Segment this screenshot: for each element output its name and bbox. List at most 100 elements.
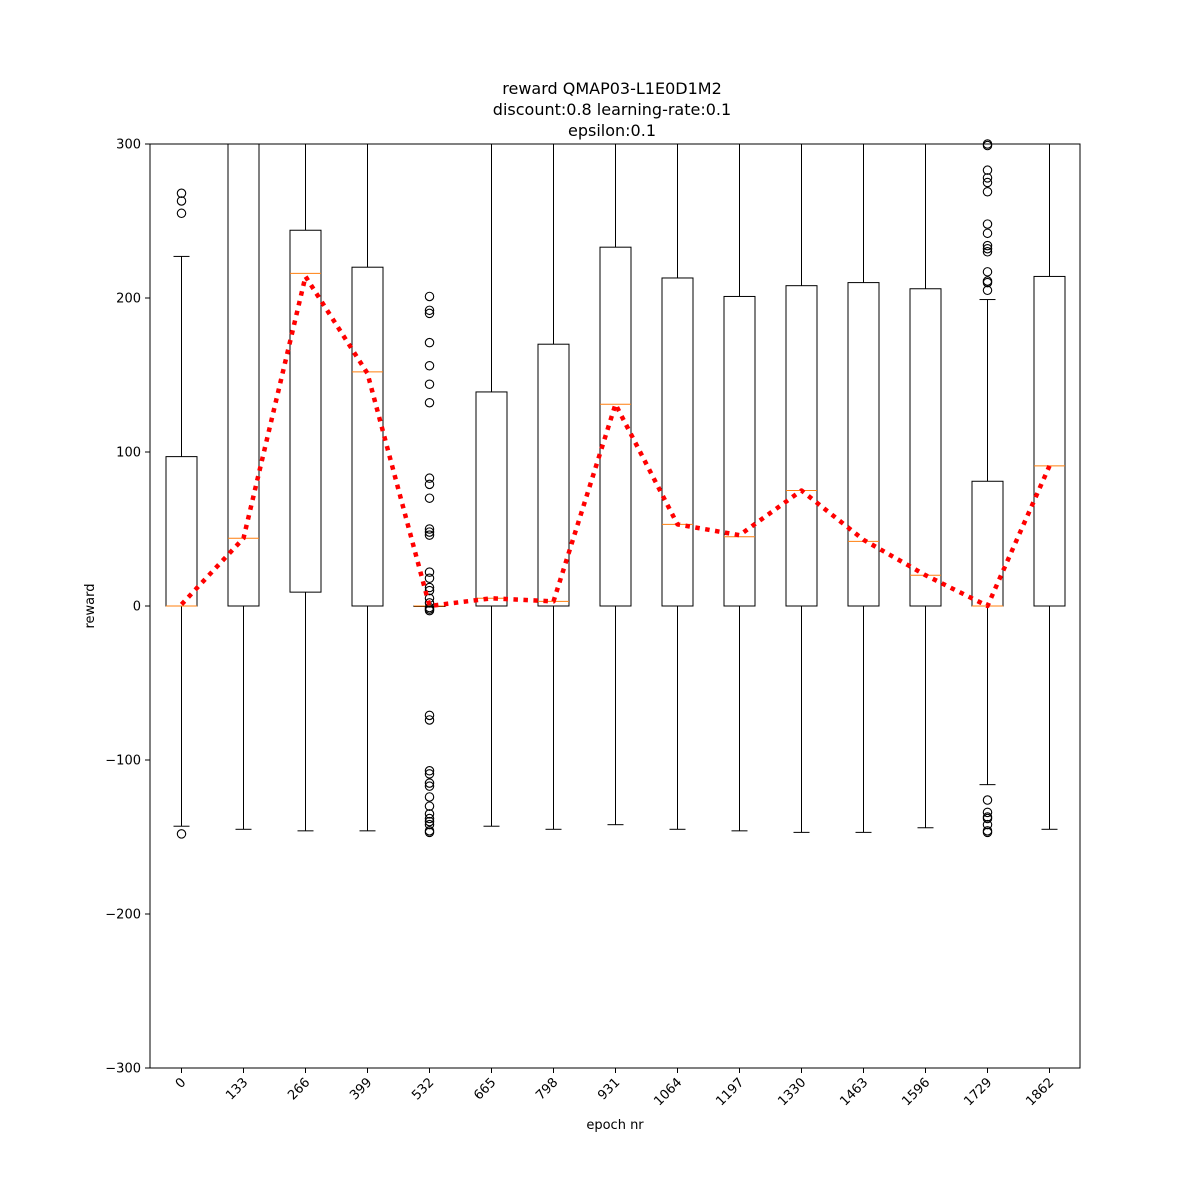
- outlier-point: [424, 801, 435, 811]
- chart-title-line-3: epsilon:0.1: [568, 121, 656, 140]
- box-body: [289, 229, 322, 593]
- outlier-point: [424, 305, 435, 316]
- y-tick-label: −300: [105, 1062, 141, 1077]
- outlier-point: [424, 792, 435, 802]
- outlier-point: [424, 361, 435, 371]
- outlier-point: [982, 186, 993, 197]
- x-tick-label: 1330: [775, 1075, 809, 1109]
- outlier-point: [424, 769, 435, 779]
- x-tick-label: 1463: [837, 1075, 871, 1109]
- box-0: [165, 188, 198, 839]
- outlier-point: [424, 813, 435, 824]
- x-tick-label: 665: [471, 1075, 499, 1103]
- outlier-point: [424, 598, 435, 608]
- box-1596: [909, 144, 942, 829]
- outlier-point: [982, 813, 993, 824]
- trend-line: [179, 274, 1052, 609]
- outlier-point: [424, 816, 435, 827]
- outlier-point: [424, 337, 435, 348]
- box-body: [785, 285, 818, 607]
- x-tick-label: 1729: [961, 1075, 995, 1109]
- outlier-point: [424, 567, 435, 577]
- y-axis-label: reward: [83, 583, 98, 628]
- box-1862: [1033, 144, 1066, 830]
- x-tick-label: 133: [223, 1075, 251, 1103]
- outlier-point: [982, 173, 993, 183]
- box-body: [537, 343, 570, 607]
- y-tick-label: −200: [105, 908, 141, 923]
- y-axis-ticks: −300 −200 −100 0 100 200 300: [105, 138, 150, 1077]
- outlier-point: [176, 208, 187, 219]
- outlier-point: [982, 277, 993, 288]
- x-tick-label: 532: [409, 1075, 437, 1103]
- outlier-point: [424, 827, 435, 838]
- outlier-point: [982, 140, 993, 151]
- plot-area-frame: [149, 143, 1081, 1069]
- outlier-point: [424, 778, 435, 788]
- box-266: [289, 144, 322, 832]
- x-axis-label: epoch nr: [586, 1118, 644, 1133]
- outlier-point: [424, 530, 435, 540]
- box-body: [909, 288, 942, 607]
- outlier-point: [424, 291, 435, 302]
- x-tick-label: 266: [285, 1075, 313, 1103]
- outlier-point: [982, 165, 993, 175]
- box-1197: [723, 144, 756, 832]
- box-body: [351, 266, 384, 607]
- outlier-point: [424, 527, 435, 537]
- outlier-point: [982, 177, 993, 188]
- outlier-point: [176, 829, 187, 839]
- box-body: [723, 295, 756, 607]
- outlier-point: [424, 524, 435, 534]
- box-1064: [661, 144, 694, 830]
- box-body: [599, 246, 632, 607]
- outlier-point: [176, 196, 187, 206]
- y-tick-label: 100: [116, 446, 141, 461]
- trend-line-layer: [179, 274, 1052, 609]
- outlier-point: [982, 219, 993, 229]
- outlier-point: [424, 379, 435, 389]
- box-body: [661, 277, 694, 607]
- box-body: [165, 456, 198, 607]
- outlier-point: [982, 228, 993, 239]
- chart-title-line-1: reward QMAP03-L1E0D1M2: [502, 79, 722, 98]
- outlier-point: [424, 715, 435, 725]
- outlier-point: [424, 493, 435, 503]
- outlier-point: [982, 807, 993, 818]
- outlier-point: [424, 479, 435, 490]
- box-399: [351, 144, 384, 832]
- outlier-point: [424, 819, 435, 830]
- x-tick-label: 0: [173, 1075, 189, 1091]
- y-tick-label: 200: [116, 292, 141, 307]
- y-tick-label: 0: [133, 600, 141, 615]
- x-tick-label: 931: [595, 1075, 623, 1103]
- outlier-point: [176, 188, 187, 199]
- outlier-point: [424, 473, 435, 483]
- y-tick-label: 300: [116, 138, 141, 153]
- box-798: [537, 144, 570, 830]
- outlier-point: [424, 573, 435, 584]
- box-body: [971, 480, 1004, 607]
- box-1463: [847, 144, 880, 833]
- outlier-point: [982, 247, 993, 257]
- box-1729: [971, 139, 1004, 838]
- box-931: [599, 144, 632, 826]
- outlier-point: [982, 827, 993, 838]
- outlier-point: [982, 243, 993, 254]
- outlier-point: [424, 605, 435, 616]
- box-532: [413, 291, 446, 838]
- outlier-point: [424, 781, 435, 791]
- box-665: [475, 144, 508, 827]
- box-body: [1033, 275, 1066, 607]
- x-axis-ticks: 0 133 266 399 532 665 798 931 1064 1197 1330 1463 15…: [173, 1068, 1057, 1109]
- outlier-point: [982, 795, 993, 805]
- outlier-point: [982, 285, 993, 296]
- chart-title-line-2: discount:0.8 learning-rate:0.1: [493, 100, 731, 119]
- outlier-point: [424, 710, 435, 721]
- outlier-point: [424, 585, 435, 596]
- x-tick-label: 1197: [713, 1075, 747, 1109]
- x-tick-label: 1596: [899, 1075, 933, 1109]
- outlier-point: [982, 819, 993, 830]
- x-tick-label: 399: [347, 1075, 375, 1103]
